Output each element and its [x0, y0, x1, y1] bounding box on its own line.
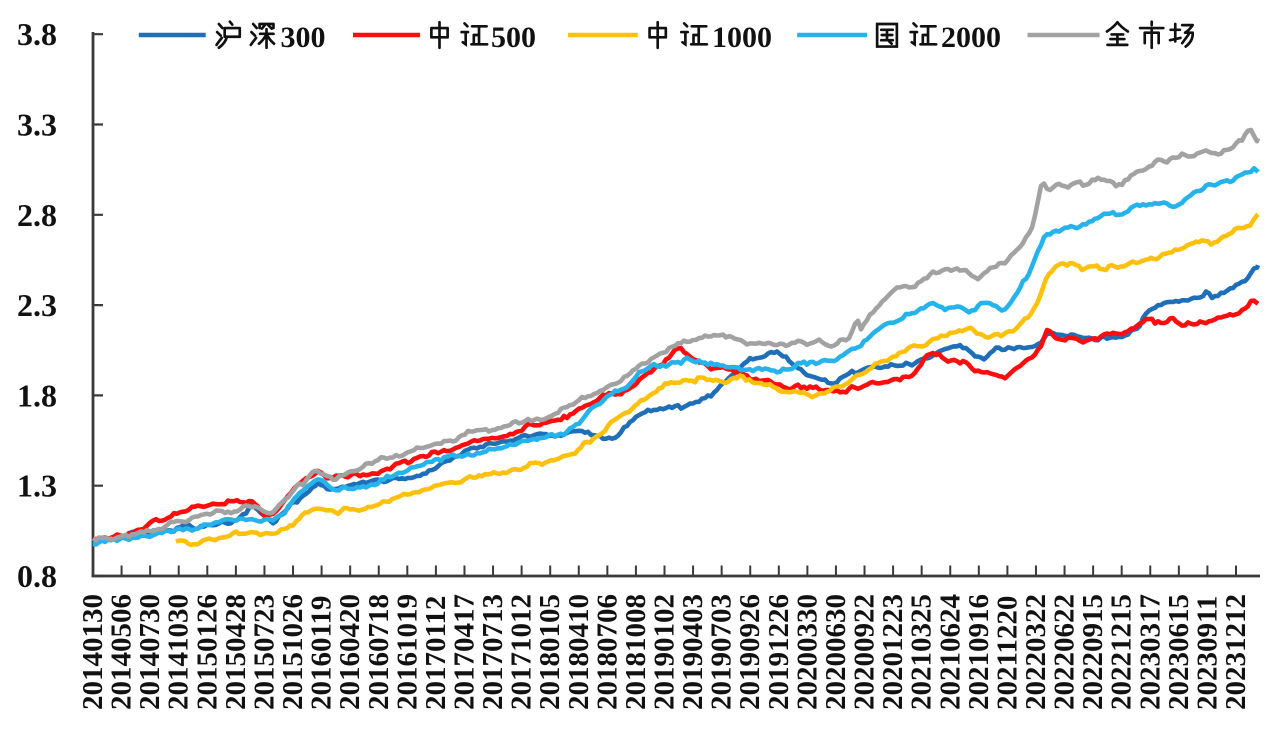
svg-text:20220622: 20220622 — [1049, 594, 1081, 710]
svg-text:20161019: 20161019 — [391, 594, 423, 710]
svg-text:20220915: 20220915 — [1077, 594, 1109, 710]
svg-text:20190703: 20190703 — [706, 594, 738, 710]
svg-text:20231212: 20231212 — [1220, 594, 1252, 710]
svg-text:20150126: 20150126 — [191, 594, 223, 710]
svg-text:20170112: 20170112 — [420, 596, 452, 710]
svg-text:20210916: 20210916 — [963, 594, 995, 710]
svg-text:20171012: 20171012 — [506, 594, 538, 710]
svg-text:20230615: 20230615 — [1163, 594, 1195, 710]
svg-text:20190926: 20190926 — [734, 594, 766, 710]
svg-text:20140506: 20140506 — [106, 594, 138, 710]
svg-text:20181008: 20181008 — [620, 594, 652, 710]
svg-text:20140730: 20140730 — [134, 594, 166, 710]
svg-text:2.3: 2.3 — [17, 287, 57, 323]
svg-text:20220322: 20220322 — [1020, 594, 1052, 710]
svg-text:20151026: 20151026 — [277, 594, 309, 710]
svg-text:300: 300 — [281, 21, 326, 54]
svg-text:20160420: 20160420 — [334, 594, 366, 710]
svg-text:20150723: 20150723 — [248, 594, 280, 710]
svg-text:20141030: 20141030 — [163, 594, 195, 710]
svg-text:0.8: 0.8 — [17, 558, 57, 594]
svg-text:20211220: 20211220 — [991, 596, 1023, 710]
svg-text:20221215: 20221215 — [1106, 594, 1138, 710]
svg-text:20170417: 20170417 — [448, 594, 480, 710]
svg-text:1.3: 1.3 — [17, 468, 57, 504]
svg-text:20160718: 20160718 — [363, 594, 395, 710]
svg-text:3.8: 3.8 — [17, 16, 57, 52]
svg-text:20150428: 20150428 — [220, 594, 252, 710]
svg-text:20230911: 20230911 — [1191, 596, 1223, 710]
svg-text:20190102: 20190102 — [649, 594, 681, 710]
svg-text:2000: 2000 — [941, 21, 1001, 54]
svg-text:3.3: 3.3 — [17, 107, 57, 143]
svg-text:20200330: 20200330 — [791, 594, 823, 710]
svg-text:500: 500 — [491, 21, 536, 54]
svg-text:20200630: 20200630 — [820, 594, 852, 710]
svg-text:20190403: 20190403 — [677, 594, 709, 710]
svg-text:20191226: 20191226 — [763, 594, 795, 710]
svg-text:20200922: 20200922 — [849, 594, 881, 710]
svg-text:20180706: 20180706 — [591, 594, 623, 710]
svg-text:20210624: 20210624 — [934, 594, 966, 710]
svg-text:20201223: 20201223 — [877, 594, 909, 710]
svg-text:20140130: 20140130 — [77, 594, 109, 710]
svg-text:20210325: 20210325 — [906, 594, 938, 710]
svg-text:20170713: 20170713 — [477, 594, 509, 710]
svg-text:20230317: 20230317 — [1134, 594, 1166, 710]
svg-text:20180410: 20180410 — [563, 594, 595, 710]
svg-text:20160119: 20160119 — [306, 596, 338, 710]
svg-text:20180105: 20180105 — [534, 594, 566, 710]
svg-text:2.8: 2.8 — [17, 197, 57, 233]
svg-text:1.8: 1.8 — [17, 377, 57, 413]
svg-text:1000: 1000 — [712, 21, 772, 54]
